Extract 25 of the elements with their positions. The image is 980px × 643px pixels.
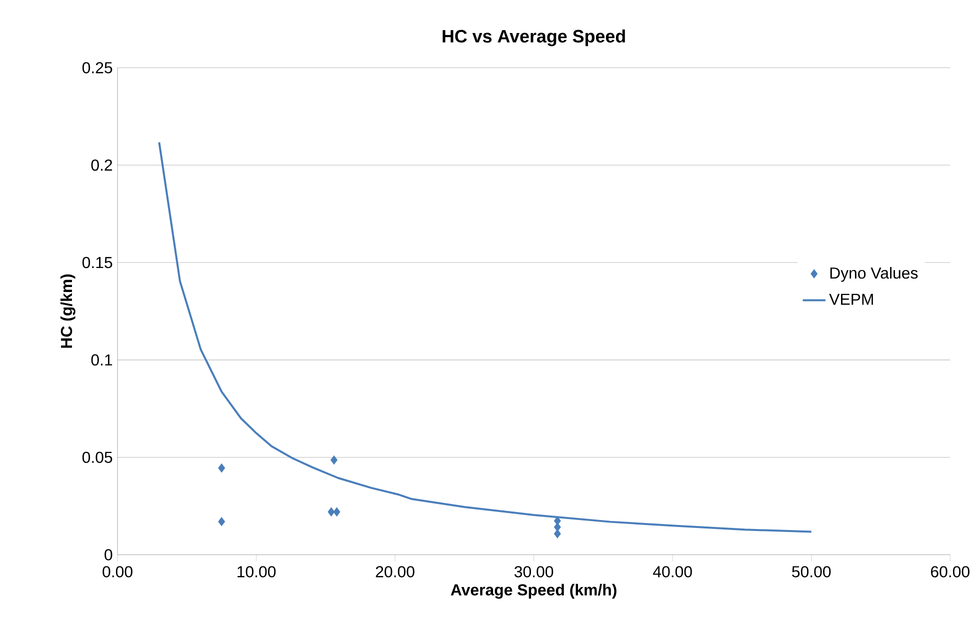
x-tick-label: 50.00 xyxy=(792,566,831,578)
x-tick-label: 40.00 xyxy=(653,566,692,578)
legend-label: VEPM xyxy=(829,294,873,305)
point xyxy=(328,507,335,516)
y-axis-title: HC (g/km) xyxy=(60,274,76,348)
x-axis-title: Average Speed (km/h) xyxy=(450,584,616,599)
y-tick-label: 0.2 xyxy=(91,159,112,171)
y-tick-label: 0 xyxy=(104,548,112,560)
chart-title: HC vs Average Speed xyxy=(442,29,625,46)
x-tick-label: 30.00 xyxy=(514,566,554,578)
line-series xyxy=(158,141,812,533)
y-tick-label: 0.25 xyxy=(82,62,112,74)
x-tick-label: 60.00 xyxy=(931,566,970,578)
x-tick-label: 0.00 xyxy=(102,566,132,578)
legend-label: Dyno Values xyxy=(830,266,918,282)
x-tick-label: 10.00 xyxy=(238,566,276,578)
point xyxy=(330,455,338,464)
point xyxy=(554,528,561,538)
y-tick-label: 0.15 xyxy=(82,256,112,268)
point xyxy=(333,507,340,516)
y-tick-label: 0.05 xyxy=(82,452,112,463)
y-tick-label: 0.1 xyxy=(91,354,112,366)
x-tick-label: 20.00 xyxy=(376,566,414,578)
point xyxy=(218,516,226,526)
point xyxy=(218,463,226,472)
